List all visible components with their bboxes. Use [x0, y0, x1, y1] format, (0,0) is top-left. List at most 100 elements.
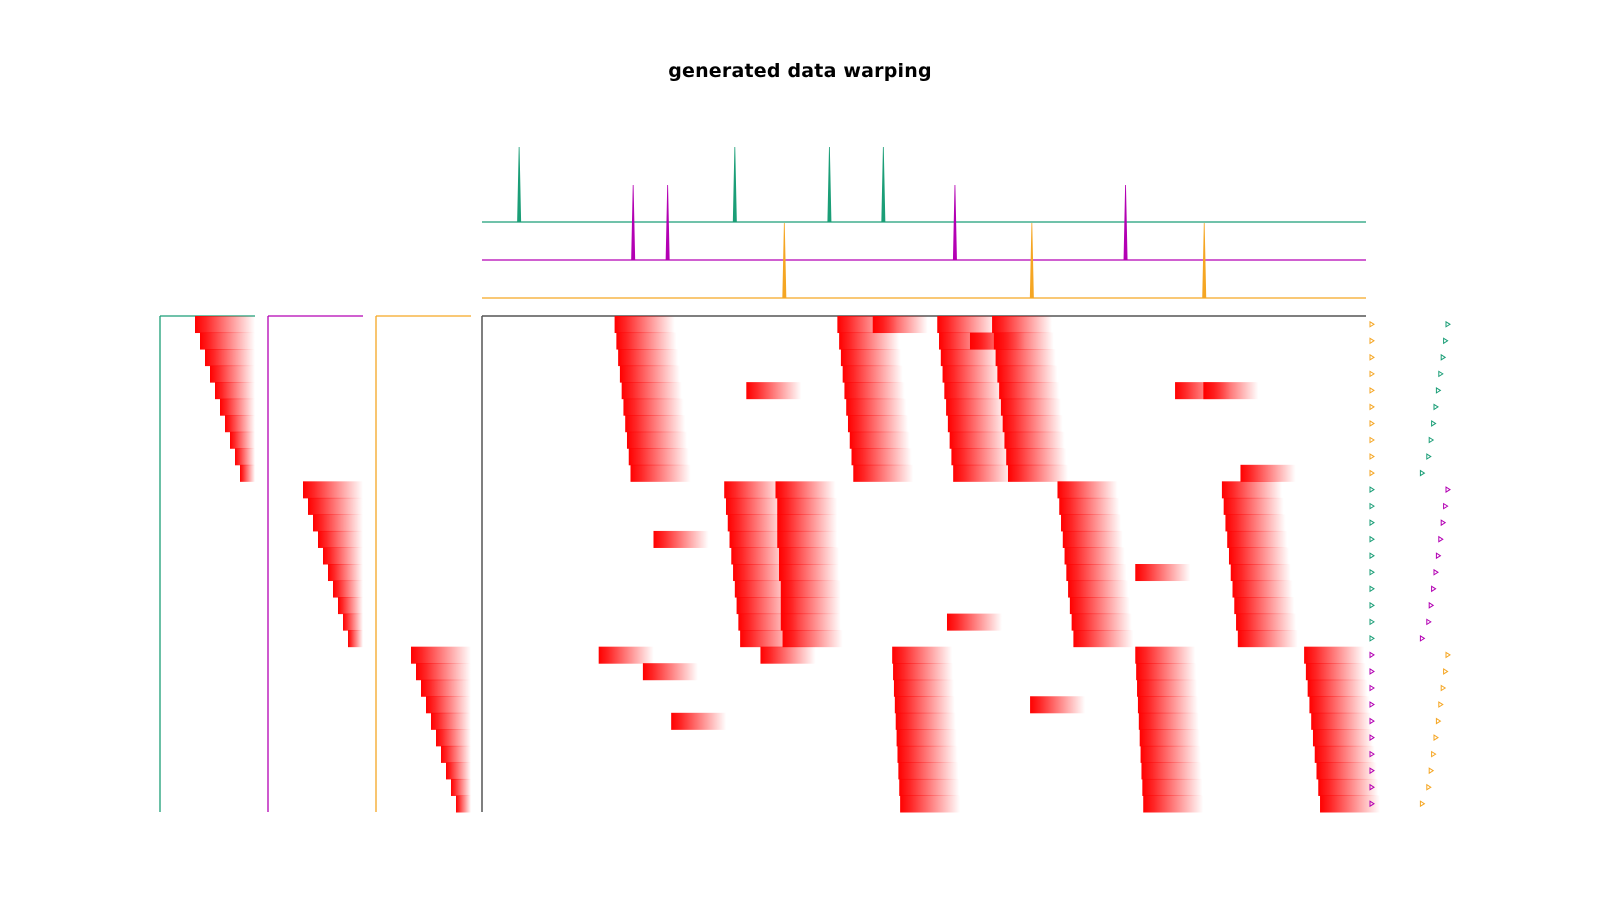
onset-panel-2-bar-27	[446, 762, 471, 780]
trial-2-event-2	[940, 349, 1001, 367]
trial-16-event-1	[780, 580, 841, 598]
trial-28-event-2	[1318, 778, 1379, 796]
template-2-spike-1	[1029, 222, 1034, 299]
onset-panel-2-bar-26	[441, 745, 471, 763]
trial-6-event-1	[847, 415, 908, 433]
trial-1-event-0	[616, 332, 677, 350]
trial-29-event-1	[1143, 795, 1204, 813]
onset-panel-0-bar-0	[195, 316, 255, 334]
trial-10-event-1	[775, 481, 836, 499]
trial-15-event-0	[733, 564, 794, 582]
trial-11-event-0	[725, 497, 786, 515]
trial-9-event-1	[853, 464, 914, 482]
onset-panel-0-bar-5	[220, 398, 255, 416]
trial-26-event-0	[897, 745, 958, 763]
onset-panel-2-bar-20	[411, 646, 471, 664]
trial-12-event-2	[1061, 514, 1122, 532]
template-0-spike-1	[732, 146, 737, 223]
trial-15-event-3	[1230, 564, 1291, 582]
template-0-spike-2	[827, 146, 832, 223]
row-marker-a-5	[1369, 403, 1375, 411]
row-marker-b-9	[1419, 469, 1426, 477]
trial-12-event-0	[727, 514, 788, 532]
trial-13-extra-0	[653, 530, 709, 548]
row-marker-b-1	[1443, 337, 1449, 345]
trial-4-event-0	[621, 382, 682, 400]
trial-10-event-3	[1221, 481, 1282, 499]
onset-panel-2-bar-28	[451, 778, 471, 796]
row-marker-a-22	[1369, 684, 1375, 692]
trial-0-event-0	[614, 316, 675, 334]
row-marker-a-3	[1369, 370, 1375, 378]
trial-25-event-0	[896, 729, 957, 747]
trial-20-event-1	[1135, 646, 1196, 664]
trial-4-event-3	[999, 382, 1060, 400]
row-marker-b-2	[1440, 353, 1447, 361]
row-marker-a-26	[1369, 750, 1375, 758]
row-marker-a-17	[1369, 601, 1375, 609]
row-marker-b-19	[1419, 634, 1426, 642]
onset-panel-0-bar-3	[210, 365, 255, 383]
onset-panel-1-bar-14	[323, 547, 363, 565]
row-marker-b-7	[1428, 436, 1435, 444]
trial-27-event-0	[898, 762, 959, 780]
row-marker-a-9	[1369, 469, 1375, 477]
trial-24-extra-0	[671, 712, 727, 730]
trial-14-event-1	[779, 547, 840, 565]
trial-3-event-2	[942, 365, 1003, 383]
onset-panel-1-bar-18	[343, 613, 363, 631]
trial-20-event-2	[1304, 646, 1365, 664]
trial-16-event-3	[1232, 580, 1293, 598]
trial-1-event-1	[839, 332, 900, 350]
row-marker-a-6	[1369, 420, 1375, 427]
row-marker-b-23	[1438, 701, 1444, 708]
template-2-spike-0	[782, 222, 787, 299]
trial-27-event-1	[1141, 762, 1202, 780]
trial-19-event-2	[1073, 630, 1134, 648]
figure-title: generated data warping	[668, 60, 932, 82]
onset-panel-1-bar-13	[318, 530, 363, 548]
row-marker-a-10	[1369, 486, 1375, 494]
row-marker-b-29	[1419, 800, 1426, 808]
row-marker-b-0	[1445, 320, 1451, 328]
trial-23-event-1	[1137, 696, 1198, 714]
onset-panel-2-bar-29	[456, 795, 471, 813]
row-marker-a-13	[1369, 535, 1375, 543]
trial-15-event-1	[779, 564, 840, 582]
onset-panel-2-bar-22	[421, 679, 471, 697]
trial-18-event-1	[780, 613, 841, 631]
trial-12-event-3	[1225, 514, 1286, 532]
row-marker-a-16	[1369, 585, 1375, 593]
trial-10-event-2	[1057, 481, 1118, 499]
row-marker-b-8	[1426, 453, 1432, 460]
trial-13-event-0	[729, 530, 790, 548]
row-marker-a-0	[1369, 320, 1375, 328]
row-marker-a-2	[1369, 353, 1375, 361]
trial-18-event-2	[1071, 613, 1132, 631]
trial-20-extra-0	[598, 646, 654, 664]
trial-14-event-0	[731, 547, 792, 565]
row-marker-a-7	[1369, 436, 1375, 444]
row-marker-b-28	[1426, 783, 1432, 791]
trial-21-event-0	[893, 663, 954, 681]
row-marker-a-1	[1369, 337, 1375, 345]
row-marker-a-25	[1369, 734, 1375, 742]
trial-24-event-1	[1138, 712, 1199, 730]
trial-5-event-0	[623, 398, 684, 416]
trial-5-event-2	[946, 398, 1007, 416]
trial-20-event-0	[892, 646, 953, 664]
trial-8-event-1	[851, 448, 912, 466]
trial-25-event-1	[1139, 729, 1200, 747]
row-marker-a-12	[1369, 519, 1375, 527]
row-marker-b-26	[1431, 750, 1437, 758]
trial-8-event-2	[951, 448, 1012, 466]
row-marker-b-3	[1438, 370, 1444, 378]
trial-7-event-1	[849, 431, 910, 449]
onset-panel-0-bar-2	[205, 349, 255, 367]
trial-22-event-0	[893, 679, 954, 697]
trial-19-event-1	[782, 630, 843, 648]
trial-20-extra-1	[760, 646, 816, 664]
trial-11-event-3	[1223, 497, 1284, 515]
onset-panel-1-bar-12	[313, 514, 363, 532]
